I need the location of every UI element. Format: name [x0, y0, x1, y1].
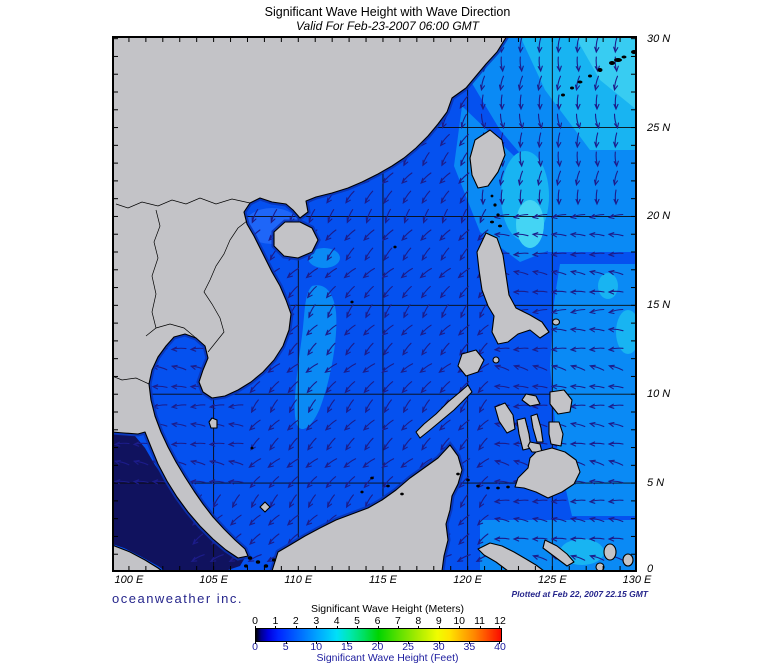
wave-height-shading: [244, 36, 637, 572]
country-borders: [112, 197, 251, 385]
land-mindoro: [457, 349, 485, 377]
legend-tick: [499, 626, 500, 629]
land-catanduanes: [551, 318, 561, 326]
land-hainan: [273, 221, 319, 259]
land-sumatra: [112, 544, 163, 572]
legend-meter-value: 10: [453, 615, 465, 627]
lon-label: 110 E: [284, 574, 313, 586]
legend-tick: [377, 626, 379, 629]
legend-feet-value: 20: [371, 641, 384, 653]
legend-feet-value: 0: [252, 641, 258, 653]
legend-meter-value: 7: [394, 615, 401, 627]
legend-meter-value: 3: [313, 615, 320, 627]
land-borneo: [271, 444, 463, 572]
legend-tick: [275, 626, 277, 629]
legend-meter-value: 1: [272, 615, 279, 627]
lat-label: 15 N: [647, 299, 671, 312]
legend-title-feet: Significant Wave Height (Feet): [316, 652, 459, 664]
lat-label: 25 N: [647, 121, 671, 134]
lon-label: 125 E: [537, 574, 567, 586]
lat-label: 0: [647, 563, 654, 575]
lon-label: 120 E: [453, 574, 483, 586]
land-marinduque: [492, 356, 500, 364]
lat-label: 20 N: [647, 210, 671, 223]
map-canvas: [112, 36, 637, 572]
legend-feet-value: 40: [494, 641, 506, 653]
legend-tick: [255, 626, 256, 629]
legend-feet-value: 35: [463, 641, 476, 653]
land-sulawesi-arm: [542, 539, 575, 567]
lat-label: 5 N: [647, 477, 665, 490]
legend-tick: [295, 626, 297, 629]
legend-tick: [377, 641, 379, 644]
land-mindanao: [514, 447, 581, 499]
land-morotai: [622, 553, 634, 567]
legend-tick: [316, 641, 318, 644]
legend-feet-value: 25: [402, 641, 414, 653]
land-taiwan: [469, 129, 506, 189]
lat-label: 30 N: [647, 32, 671, 45]
lon-label: 115 E: [368, 574, 397, 586]
legend-feet-value: 15: [341, 641, 353, 653]
land-leyte: [548, 421, 564, 447]
land-panay: [494, 402, 516, 434]
legend-meter-value: 9: [435, 615, 442, 627]
land-natuna: [259, 501, 271, 513]
plotted-timestamp: Plotted at Feb 22, 2007 22.15 GMT: [511, 589, 648, 599]
legend-feet-value: 30: [432, 641, 445, 653]
land-phu-quoc: [208, 417, 218, 429]
legend-tick: [397, 626, 399, 629]
lon-label: 100 E: [114, 574, 144, 586]
legend-tick: [479, 626, 481, 629]
legend-tick: [336, 626, 338, 629]
land-sulawesi: [477, 542, 545, 572]
lat-label: 10 N: [647, 388, 671, 401]
land-palawan: [415, 384, 473, 439]
land-samar: [549, 389, 573, 415]
legend-meter-value: 11: [474, 615, 486, 627]
land-masbate: [521, 393, 541, 407]
legend-feet-value: 5: [282, 641, 289, 653]
legend-tick: [499, 641, 500, 644]
legend-title-meters: Significant Wave Height (Meters): [310, 603, 465, 615]
legend-tick: [408, 641, 410, 644]
legend-tick: [255, 641, 256, 644]
legend-tick: [438, 626, 440, 629]
legend-tick: [357, 626, 359, 629]
valid-time-subtitle: Valid For Feb-23-2007 06:00 GMT: [296, 19, 479, 33]
legend-meter-value: 2: [292, 615, 299, 627]
map-frame: [112, 36, 637, 572]
land-luzon: [476, 232, 550, 345]
legend-meter-value: 12: [494, 615, 506, 627]
legend-meter-value: 6: [374, 615, 381, 627]
legend-meter-value: 5: [354, 615, 360, 627]
legend-meter-value: 0: [252, 615, 258, 627]
legend-tick: [438, 641, 440, 644]
legend-tick: [469, 641, 471, 644]
land-cebu: [530, 413, 544, 443]
legend-tick: [459, 626, 461, 629]
legend-tick: [316, 626, 318, 629]
legend-tick: [418, 626, 420, 629]
legend-feet-value: 10: [310, 641, 323, 653]
legend-tick: [346, 641, 348, 644]
lon-label: 105 E: [199, 574, 228, 586]
land-china-indochina: [112, 36, 508, 559]
land-halmahera: [603, 543, 617, 561]
lon-label: 130 E: [622, 574, 652, 586]
legend-meter-value: 4: [333, 615, 340, 627]
legend-colorbar: [255, 628, 502, 642]
map-svg: [112, 36, 637, 572]
page-title: Significant Wave Height with Wave Direct…: [264, 5, 511, 19]
legend-tick: [285, 641, 287, 644]
oceanweather-logo: oceanweather inc.: [112, 591, 244, 606]
legend-meter-value: 8: [415, 615, 422, 627]
land-masses: [112, 36, 634, 572]
